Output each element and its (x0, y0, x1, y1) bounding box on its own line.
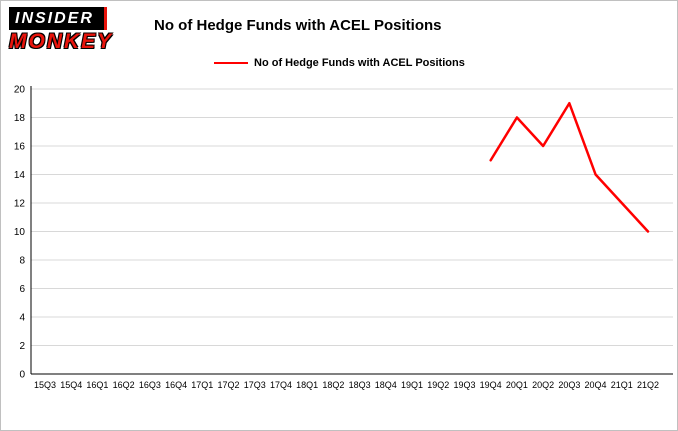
x-axis-tick-label: 17Q4 (270, 380, 292, 390)
y-axis-tick-label: 0 (19, 370, 25, 381)
x-axis-tick-label: 20Q1 (506, 380, 528, 390)
legend-line-marker (214, 62, 248, 64)
x-axis-tick-label: 16Q4 (165, 380, 187, 390)
x-axis-tick-label: 20Q3 (558, 380, 580, 390)
x-axis-tick-label: 19Q4 (480, 380, 502, 390)
x-axis-tick-label: 21Q2 (637, 380, 659, 390)
logo-monkey-text: MONKEY (9, 30, 114, 53)
x-axis-tick-label: 20Q2 (532, 380, 554, 390)
y-axis-tick-label: 20 (14, 85, 26, 96)
x-axis-tick-label: 21Q1 (611, 380, 633, 390)
y-axis-tick-label: 4 (19, 313, 25, 324)
series-line (489, 102, 650, 233)
chart-title: No of Hedge Funds with ACEL Positions (154, 17, 442, 34)
x-axis-tick-label: 18Q4 (375, 380, 397, 390)
x-axis-tick-label: 16Q2 (113, 380, 135, 390)
y-axis-tick-label: 6 (19, 284, 25, 295)
x-axis-tick-label: 15Q4 (60, 380, 82, 390)
x-axis-tick-label: 17Q3 (244, 380, 266, 390)
y-axis-tick-label: 10 (14, 227, 26, 238)
legend: No of Hedge Funds with ACEL Positions (214, 57, 465, 69)
x-axis-tick-label: 19Q3 (453, 380, 475, 390)
x-axis-tick-label: 18Q2 (322, 380, 344, 390)
x-axis-tick-label: 18Q1 (296, 380, 318, 390)
x-axis-tick-label: 16Q1 (86, 380, 108, 390)
x-axis-tick-label: 17Q2 (218, 380, 240, 390)
y-axis-tick-label: 18 (14, 113, 26, 124)
y-axis-tick-label: 12 (14, 199, 26, 210)
y-axis-tick-label: 2 (19, 341, 25, 352)
x-axis-tick-label: 16Q3 (139, 380, 161, 390)
x-axis-tick-label: 19Q1 (401, 380, 423, 390)
insider-monkey-logo: INSIDER MONKEY (9, 7, 113, 52)
x-axis-tick-label: 17Q1 (191, 380, 213, 390)
x-axis-tick-label: 15Q3 (34, 380, 56, 390)
y-axis-tick-label: 14 (14, 170, 26, 181)
logo-insider-text: INSIDER (9, 7, 107, 30)
legend-label: No of Hedge Funds with ACEL Positions (254, 57, 465, 69)
y-axis-tick-label: 8 (19, 256, 25, 267)
x-axis-tick-label: 19Q2 (427, 380, 449, 390)
x-axis-tick-label: 20Q4 (585, 380, 607, 390)
x-axis-tick-label: 18Q3 (349, 380, 371, 390)
y-axis-tick-label: 16 (14, 142, 26, 153)
